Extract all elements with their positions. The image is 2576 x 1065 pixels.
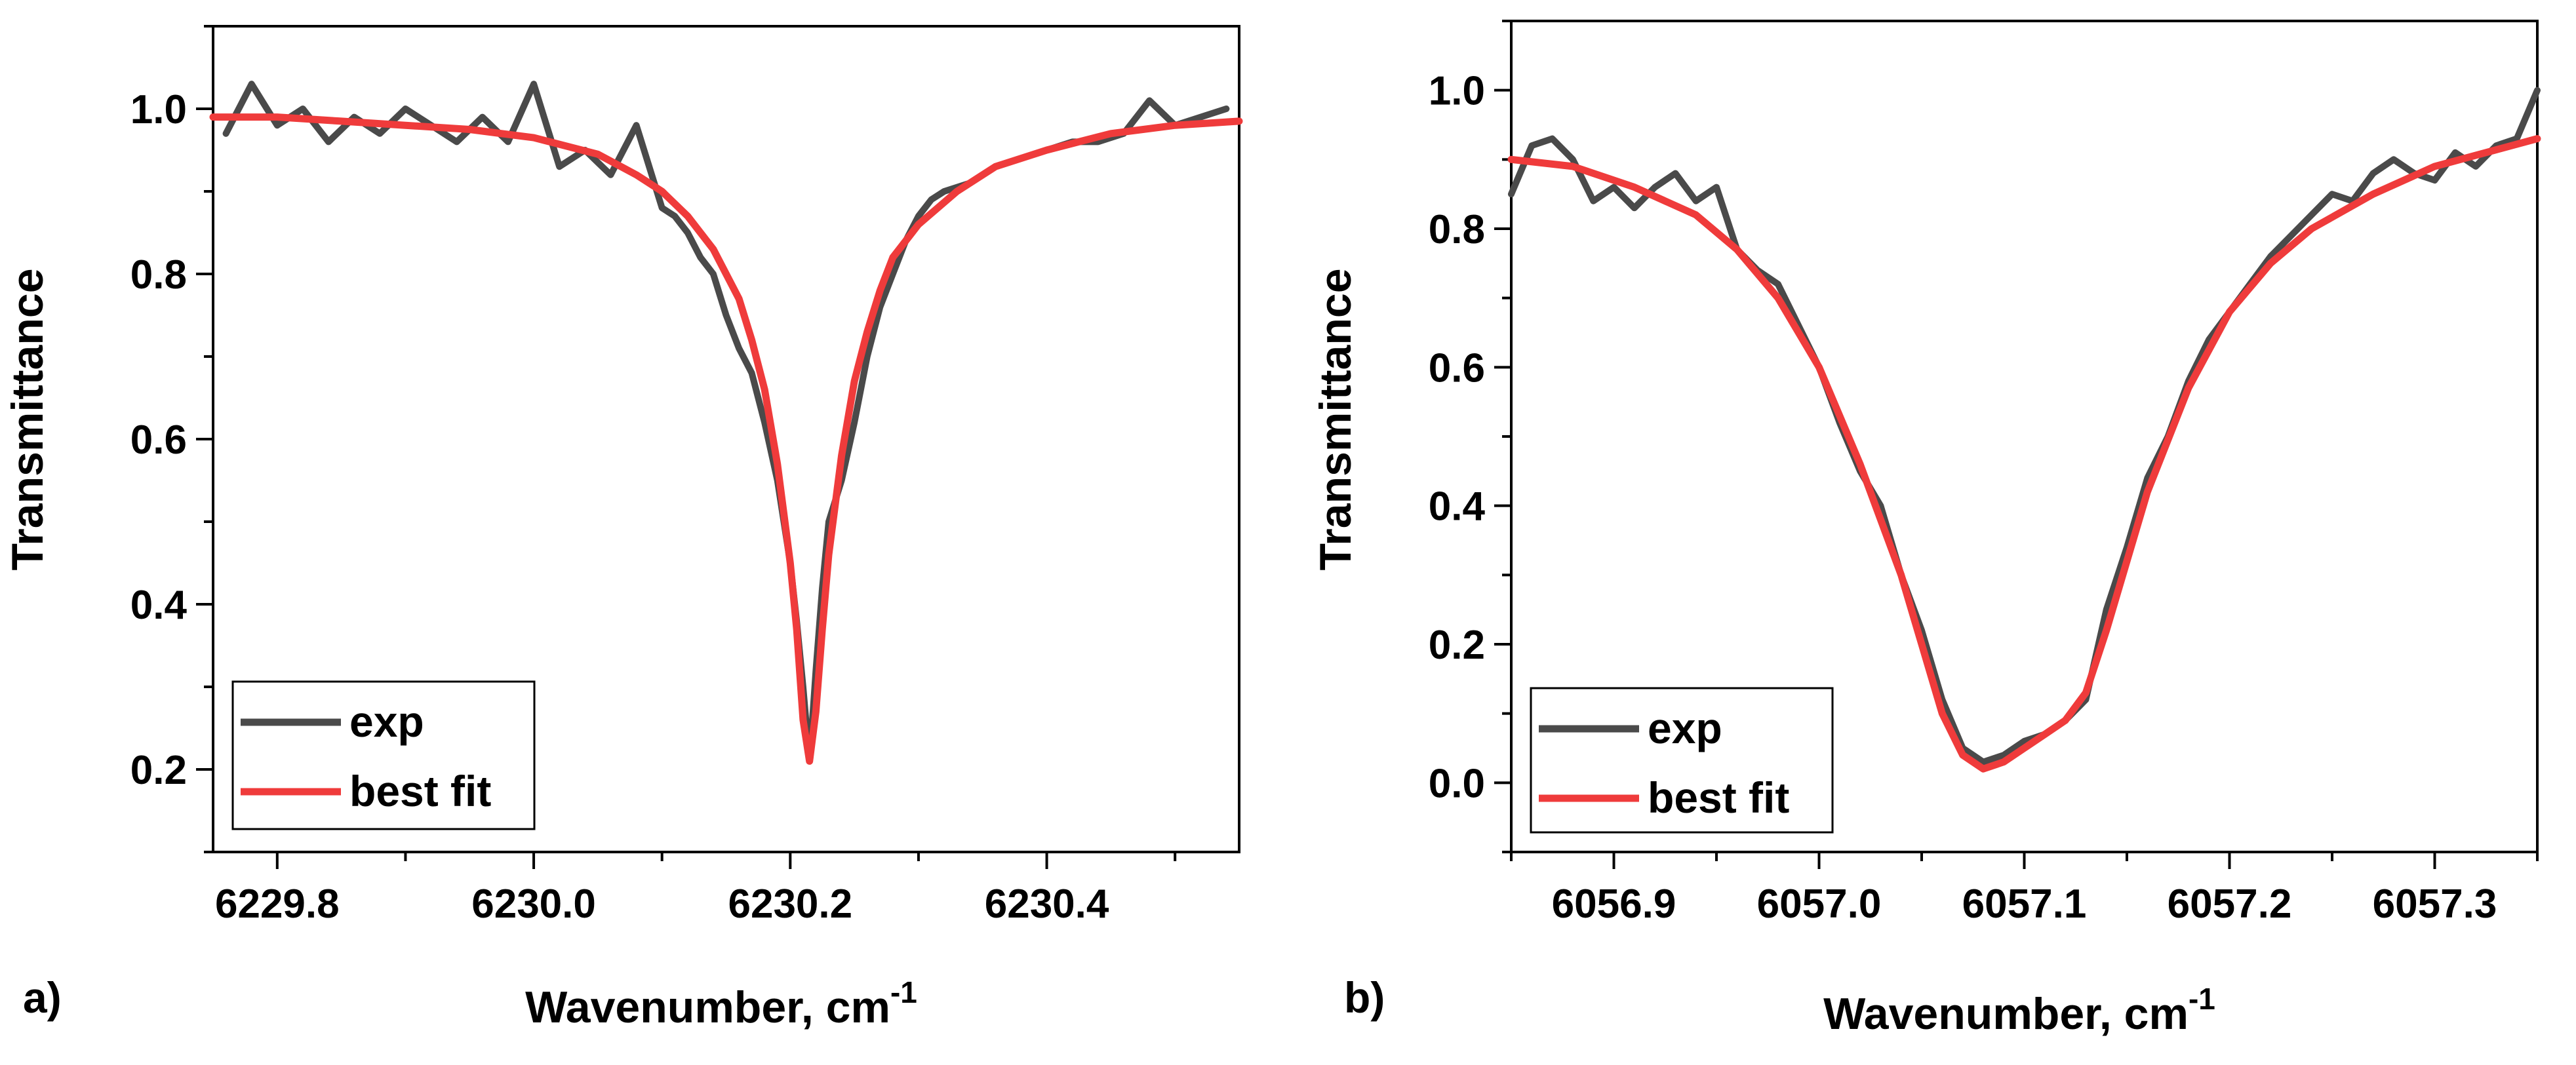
x-axis-label-superscript: -1: [890, 975, 917, 1009]
x-tick-label: 6230.2: [728, 881, 852, 927]
y-tick-label: 0.8: [1429, 207, 1485, 252]
x-tick-label: 6056.9: [1552, 881, 1676, 927]
legend-entry: best fit: [1648, 773, 1789, 822]
y-axis-label: Transmittance: [3, 268, 52, 570]
x-tick-label: 6230.0: [471, 881, 596, 927]
x-axis-label: Wavenumber, cm-1: [525, 975, 917, 1032]
y-tick-label: 0.2: [130, 748, 187, 793]
legend-box: [1530, 687, 1834, 834]
x-tick-label: 6229.8: [215, 881, 340, 927]
best-fit-series-line: [1507, 135, 2541, 773]
panel-label: a): [23, 973, 62, 1022]
x-axis-label-text: Wavenumber, cm: [525, 982, 890, 1032]
legend-entry: best fit: [349, 767, 491, 815]
y-tick-label: 0.4: [1429, 484, 1486, 530]
x-axis-label-text: Wavenumber, cm: [1823, 989, 2189, 1039]
y-tick-label: 0.6: [1429, 345, 1485, 391]
exp-series-line: [1508, 87, 2541, 765]
y-tick-label: 1.0: [130, 87, 187, 132]
exp-series-line: [222, 81, 1230, 765]
y-tick-label: 0.0: [1429, 761, 1485, 806]
x-tick-label: 6057.1: [1962, 881, 2087, 927]
y-tick-label: 0.8: [130, 252, 187, 298]
panel-b-transmittance-chart: 6056.9 6057.0 6057.1 6057.2 6057.3 0.0 0.2 0.4 0…: [1311, 20, 2541, 1039]
x-tick-label: 6057.3: [2373, 881, 2497, 927]
x-tick-label: 6057.0: [1757, 881, 1882, 927]
x-tick-label: 6230.4: [985, 881, 1109, 927]
legend-entry: exp: [349, 697, 424, 746]
panel-a-transmittance-chart: 6229.8 6230.0 6230.2 6230.4 0.2 0.4 0.6 0.8 1.0 T…: [3, 25, 1243, 1032]
y-tick-label: 0.4: [130, 583, 188, 628]
legend-box: [231, 680, 536, 830]
y-tick-label: 0.2: [1429, 623, 1485, 668]
best-fit-series-line: [209, 113, 1243, 765]
x-axis-label-superscript: -1: [2189, 982, 2215, 1016]
x-tick-label: 6057.2: [2168, 881, 2292, 927]
y-tick-label: 1.0: [1429, 69, 1485, 114]
panel-label: b): [1344, 973, 1385, 1022]
x-axis-label: Wavenumber, cm-1: [1823, 982, 2215, 1039]
y-axis-label: Transmittance: [1311, 268, 1360, 570]
y-tick-label: 0.6: [130, 417, 187, 463]
legend-entry: exp: [1648, 704, 1722, 752]
